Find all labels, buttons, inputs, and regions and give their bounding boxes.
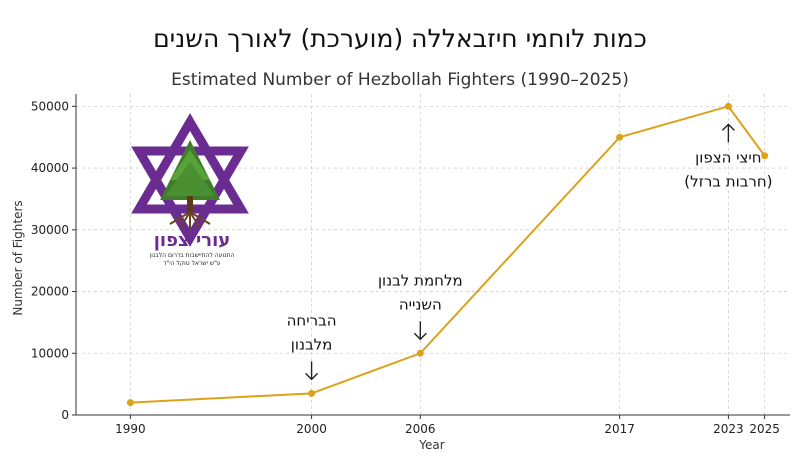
annotation-arrowhead bbox=[413, 332, 427, 341]
y-tick-label: 50000 bbox=[31, 99, 69, 113]
data-point bbox=[616, 133, 624, 141]
y-tick-label: 40000 bbox=[31, 161, 69, 175]
x-tick-label: 1990 bbox=[115, 422, 146, 436]
x-tick-label: 2006 bbox=[405, 422, 436, 436]
data-point bbox=[761, 152, 769, 160]
x-axis-label: Year bbox=[418, 438, 444, 452]
hebrew-title: כמות לוחמי חיזבאללה (מוערכת) לאורך השנים bbox=[153, 24, 647, 53]
x-tick-label: 2000 bbox=[296, 422, 327, 436]
chart-title: Estimated Number of Hezbollah Fighters (… bbox=[171, 70, 629, 90]
annotation-text: השנייה bbox=[399, 295, 442, 313]
annotation-arrowhead bbox=[305, 372, 319, 381]
series-polyline bbox=[130, 105, 766, 404]
y-ticks: 0 10000 20000 30000 40000 50000 bbox=[31, 99, 76, 422]
data-point bbox=[126, 399, 134, 407]
y-tick-label: 10000 bbox=[31, 346, 69, 360]
annotation-text: הבריחה bbox=[287, 311, 337, 329]
data-point bbox=[416, 349, 424, 357]
logo-subtitle-1: התנועה להתיישבות בדרום הלבנון bbox=[150, 252, 235, 259]
annotation-arrowhead bbox=[721, 123, 735, 131]
y-tick-label: 30000 bbox=[31, 223, 69, 237]
annotation-text: חיצי הצפון bbox=[695, 148, 761, 166]
x-ticks: 1990 2000 2006 2017 2023 2025 bbox=[115, 415, 780, 436]
data-point bbox=[724, 102, 732, 110]
series-line bbox=[126, 102, 769, 407]
logo: עורי צפון התנועה להתיישבות בדרום הלבנון … bbox=[131, 113, 249, 267]
y-tick-label: 0 bbox=[61, 408, 69, 422]
annotation-text: מלחמת לבנון bbox=[378, 271, 463, 289]
annotation-text: מלבנון bbox=[291, 335, 333, 353]
axes bbox=[75, 94, 790, 416]
y-axis-label: Number of Fighters bbox=[11, 200, 25, 315]
logo-name: עורי צפון bbox=[154, 230, 231, 251]
x-tick-label: 2025 bbox=[749, 422, 780, 436]
annotation-text: (חרבות ברזל) bbox=[684, 172, 772, 190]
annotations: הבריחה מלבנון מלחמת לבנון השנייה חיצי הצפון (… bbox=[287, 123, 773, 381]
cedar-tree-icon bbox=[160, 140, 220, 230]
y-tick-label: 20000 bbox=[31, 285, 69, 299]
logo-subtitle-2: ע"ש ישראל טוקל הי"ד bbox=[163, 260, 221, 267]
x-tick-label: 2017 bbox=[604, 422, 635, 436]
data-point bbox=[308, 389, 316, 397]
x-tick-label: 2023 bbox=[713, 422, 744, 436]
